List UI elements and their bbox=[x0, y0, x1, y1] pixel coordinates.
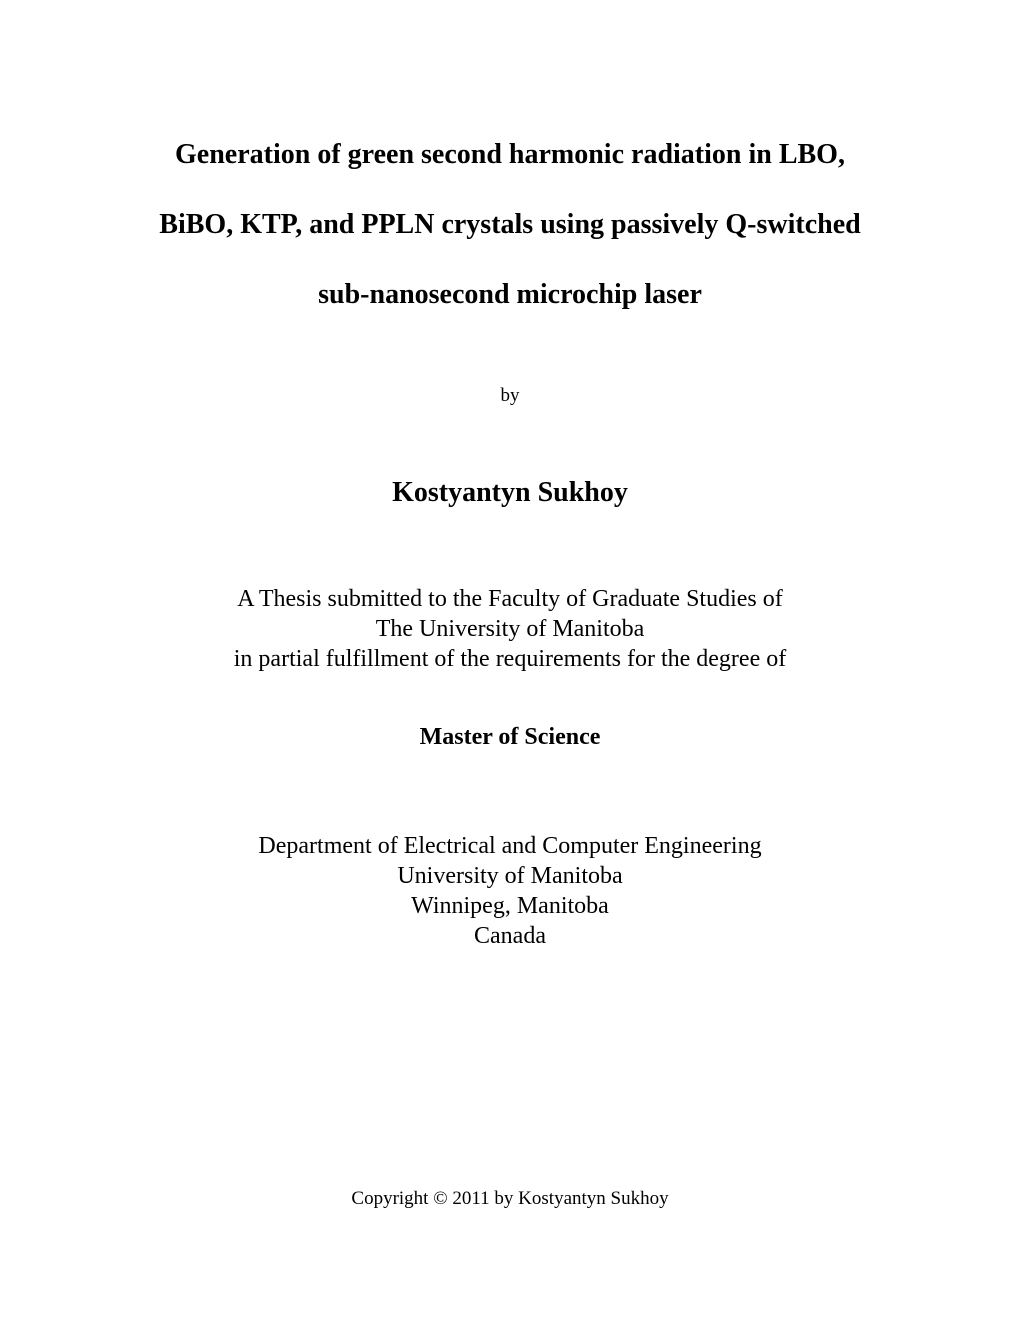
department-line-3: Winnipeg, Manitoba bbox=[115, 891, 905, 921]
department-line-4: Canada bbox=[115, 921, 905, 951]
submission-line-2: The University of Manitoba bbox=[115, 614, 905, 644]
copyright-notice: Copyright © 2011 by Kostyantyn Sukhoy bbox=[115, 1188, 905, 1210]
submission-line-1: A Thesis submitted to the Faculty of Gra… bbox=[115, 584, 905, 614]
department-block: Department of Electrical and Computer En… bbox=[115, 831, 905, 951]
author-name: Kostyantyn Sukhoy bbox=[115, 477, 905, 509]
title-line-1: Generation of green second harmonic radi… bbox=[115, 120, 905, 190]
department-line-2: University of Manitoba bbox=[115, 861, 905, 891]
title-line-3: sub-nanosecond microchip laser bbox=[115, 260, 905, 330]
degree-title: Master of Science bbox=[115, 724, 905, 751]
submission-statement: A Thesis submitted to the Faculty of Gra… bbox=[115, 584, 905, 674]
title-line-2: BiBO, KTP, and PPLN crystals using passi… bbox=[115, 190, 905, 260]
department-line-1: Department of Electrical and Computer En… bbox=[115, 831, 905, 861]
submission-line-3: in partial fulfillment of the requiremen… bbox=[115, 644, 905, 674]
thesis-title: Generation of green second harmonic radi… bbox=[115, 120, 905, 330]
by-label: by bbox=[115, 385, 905, 407]
